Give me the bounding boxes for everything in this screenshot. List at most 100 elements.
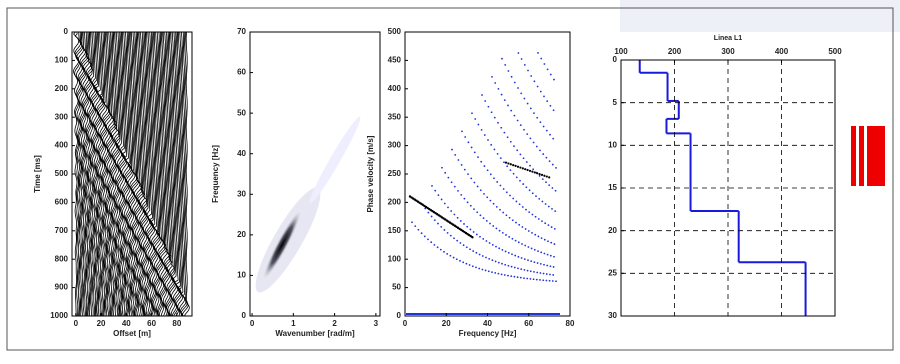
dispersion-dot	[478, 267, 481, 270]
dispersion-dot	[553, 227, 556, 230]
plot-border	[249, 31, 381, 317]
dispersion-dot	[544, 203, 547, 205]
dispersion-dot	[485, 256, 487, 259]
fundamental-dot	[514, 164, 517, 168]
plot-border	[404, 31, 571, 317]
dispersion-dot	[477, 123, 480, 126]
seismic-trace	[124, 32, 132, 317]
fundamental-dot	[519, 166, 522, 169]
dispersion-dot	[491, 75, 493, 78]
seismic-trace	[146, 31, 154, 317]
dispersion-dot	[545, 156, 548, 159]
dispersion-dot	[483, 165, 486, 167]
dispersion-dot	[492, 202, 495, 205]
dispersion-dot	[514, 254, 517, 257]
dispersion-dot	[530, 247, 533, 250]
y-tick-label: 300	[55, 112, 69, 121]
dispersion-dot	[505, 214, 508, 217]
dispersion-dot	[463, 168, 466, 171]
dispersion-dot	[427, 211, 430, 214]
plot-content	[638, 60, 807, 316]
dispersion-dot	[501, 57, 503, 60]
seismic-trace	[80, 31, 88, 317]
dispersion-dot	[470, 146, 473, 149]
dispersion-dot	[480, 129, 483, 131]
seismic-trace	[147, 31, 155, 317]
seismic-trace	[120, 32, 128, 317]
dispersion-dot	[536, 271, 539, 274]
y-axis-label: Time [ms]	[33, 155, 42, 193]
y-tick-label: 500	[388, 27, 402, 36]
y-tick-label: 40	[237, 149, 246, 158]
dispersion-dot	[457, 159, 460, 161]
dispersion-dot	[453, 213, 456, 216]
seismic-trace	[166, 31, 174, 317]
dispersion-dot	[503, 99, 506, 102]
dispersion-dot	[552, 137, 555, 140]
dispersion-dot	[519, 153, 522, 156]
seismic-trace	[76, 32, 84, 317]
dispersion-dot	[516, 149, 519, 152]
icon-bar	[859, 126, 864, 186]
dispersion-dot	[507, 104, 509, 107]
dispersion-dot	[537, 218, 540, 220]
dispersion-dot	[524, 228, 527, 230]
dispersion-dot	[555, 280, 557, 283]
plot-content	[73, 31, 190, 317]
dispersion-dot	[544, 222, 547, 225]
y-tick-label: 100	[388, 254, 402, 263]
seismic-trace	[132, 32, 140, 317]
dispersion-dot	[500, 273, 503, 276]
dispersion-dot	[494, 272, 497, 274]
seismic-trace	[177, 31, 186, 317]
dispersion-dot	[526, 133, 529, 136]
header-band	[620, 0, 900, 32]
dispersion-dot	[481, 268, 484, 271]
dispersion-dot	[555, 166, 557, 169]
dispersion-dot	[531, 231, 533, 234]
y-tick-label: 150	[388, 226, 402, 235]
dispersion-dot	[461, 130, 463, 133]
dispersion-dot	[523, 97, 526, 100]
y-tick-label: 350	[388, 112, 402, 121]
dispersion-dot	[491, 259, 494, 262]
dispersion-dot	[437, 222, 439, 225]
fundamental-dot	[512, 163, 515, 167]
dispersion-dot	[550, 241, 553, 244]
dispersion-dot	[543, 263, 545, 266]
y-tick-label: 200	[55, 84, 69, 93]
dispersion-dot	[538, 197, 541, 200]
seismic-trace	[179, 31, 187, 317]
dispersion-dot	[541, 220, 543, 223]
dispersion-dot	[537, 52, 539, 54]
y-tick-label: 20	[608, 226, 617, 235]
fundamental-dot	[471, 236, 474, 239]
y-tick-label: 250	[388, 169, 402, 178]
seismic-trace	[81, 31, 89, 317]
dispersion-dot	[473, 151, 476, 154]
dispersion-dot	[517, 267, 519, 270]
x-tick-label: 40	[122, 319, 131, 328]
dispersion-dot	[517, 241, 520, 244]
dispersion-dot	[528, 189, 531, 192]
dispersion-dot	[551, 207, 553, 210]
dispersion-dot	[554, 189, 557, 192]
y-tick-label: 15	[608, 183, 617, 192]
dispersion-dot	[549, 265, 552, 268]
dispersion-dot	[552, 266, 555, 268]
y-tick-label: 50	[392, 283, 401, 292]
dispersion-dot	[483, 192, 485, 195]
seismic-trace	[119, 31, 127, 317]
y-tick-label: 25	[608, 268, 617, 277]
dispersion-dot	[503, 161, 505, 164]
dispersion-dot	[453, 237, 455, 240]
dispersion-dot	[450, 210, 453, 212]
seismic-trace	[121, 31, 129, 317]
dispersion-dot	[503, 131, 506, 134]
seismic-trace	[136, 31, 144, 317]
dispersion-dot	[551, 187, 554, 189]
dispersion-dot	[502, 211, 505, 214]
y-tick-label: 100	[55, 56, 69, 65]
dispersion-dot	[485, 240, 488, 242]
